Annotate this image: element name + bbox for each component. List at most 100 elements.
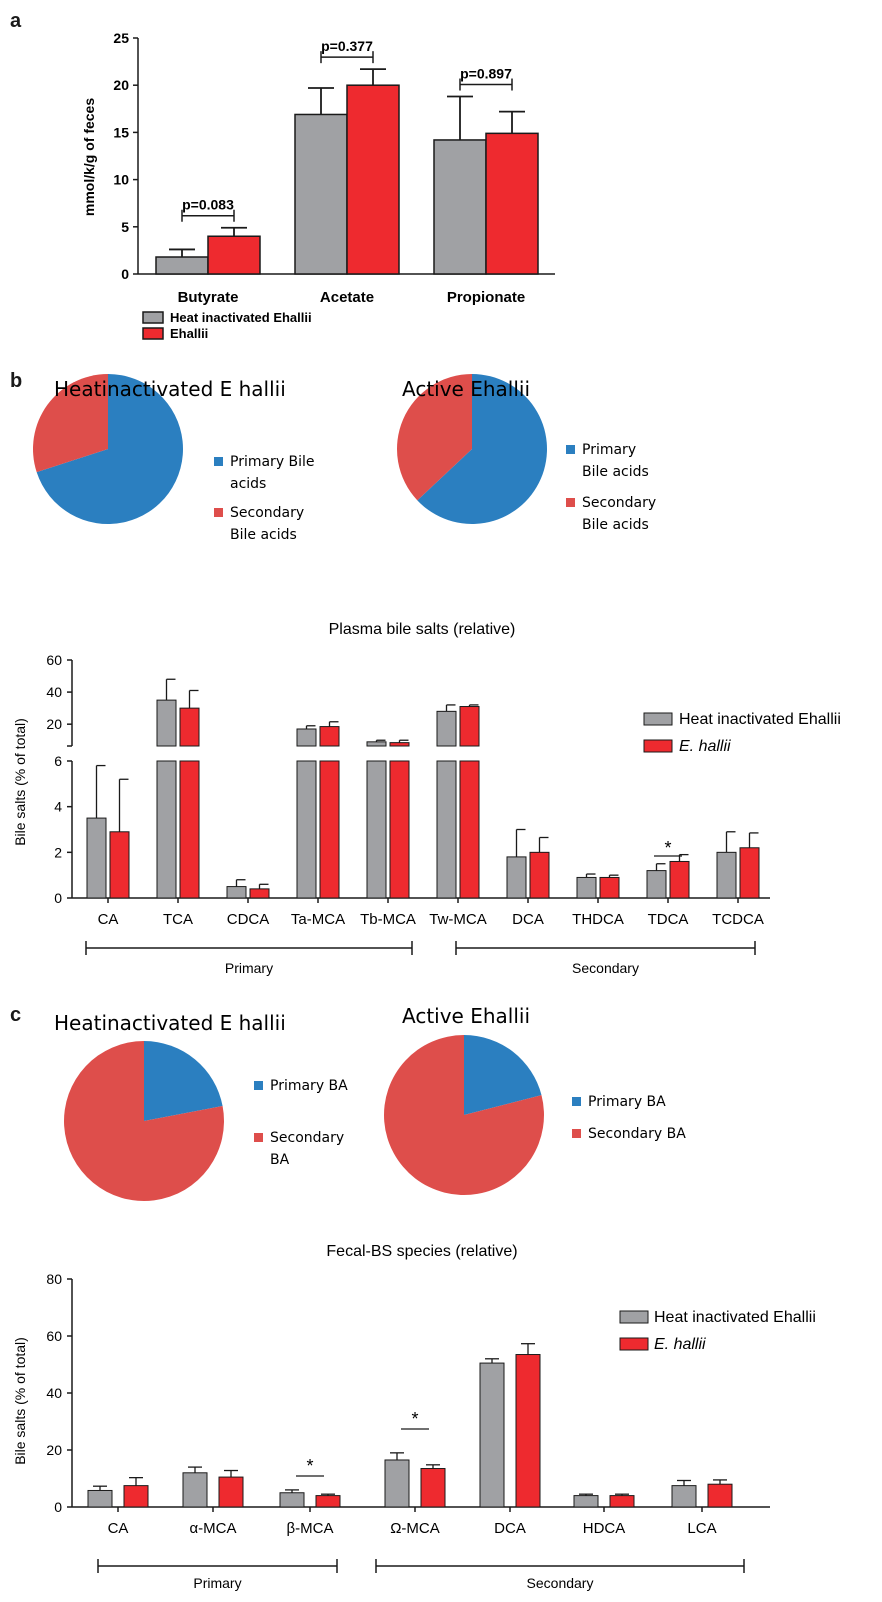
significance-marker: * [664,838,671,858]
fecal-pie-heat-title: Heatinactivated E hallii [54,1011,286,1035]
fecal-pie-heat-legend-label: Secondary [270,1130,344,1146]
p-value-label: p=0.377 [321,38,373,54]
plasma-pie-charts: Heatinactivated E hallii Primary Bile acid… [32,374,656,543]
bar [218,1476,244,1508]
plasma-pie-active-legend-swatch [566,445,575,454]
legend-swatch [643,712,673,726]
y-axis-label: Bile salts (% of total) [12,718,28,846]
bar [123,1485,149,1508]
fecal-pie-heat-slice [144,1041,223,1121]
legend-label: Ehallii [170,326,208,341]
bar [716,851,737,899]
legend-swatch [619,1337,649,1351]
y-tick-label: 20 [46,716,62,732]
y-tick-label: 25 [113,30,129,46]
x-tick-label: TDCA [648,911,689,928]
legend-swatch [643,739,673,753]
x-tick-label: Butyrate [178,289,239,306]
bar [315,1495,341,1508]
y-tick-label: 0 [54,1499,62,1515]
bar [599,876,620,899]
x-tick-label: α-MCA [190,1520,237,1537]
y-tick-label: 80 [46,1271,62,1287]
bar-upper-segment [296,728,317,747]
bar [384,1459,410,1508]
y-tick-label: 40 [46,1385,62,1401]
bar [109,831,130,899]
bar-upper-segment [389,742,410,747]
bar [87,1489,113,1508]
bar-upper-segment [436,710,457,747]
y-axis-label: Bile salts (% of total) [12,1337,28,1465]
legend-label: E. hallii [679,738,731,755]
panel-label-b: b [10,370,23,392]
fecal-pie-charts: Heatinactivated E hallii Primary BA Second… [54,1004,686,1201]
fecal-bile-salts-chart: Fecal-BS species (relative) 0 20 40 60 80 Bile… [12,1243,816,1591]
plasma-pie-heat-slice [36,374,184,524]
fecal-pie-heat-legend-swatch [254,1133,263,1142]
bar [515,1354,541,1508]
fecal-pie-active-legend-swatch [572,1129,581,1138]
plasma-pie-heat-legend-swatch [214,508,223,517]
plasma-pie-active-legend-label: Secondary [582,495,656,511]
fecal-pie-active-title: Active Ehallii [402,1004,530,1028]
x-tick-label: LCA [687,1520,716,1537]
y-tick-label: 2 [54,844,62,860]
bar [609,1495,635,1508]
panel-label-c: c [10,1004,22,1026]
plasma-pie-active-slice [397,374,472,501]
bar [155,256,209,275]
y-tick-label: 60 [46,652,62,668]
x-tick-label: TCDCA [712,911,764,928]
bar-lower-segment [389,760,410,899]
y-tick-label: 4 [54,799,62,815]
x-tick-label: Tb-MCA [360,911,416,928]
fecal-pie-active-legend-label: Primary BA [588,1094,666,1110]
bar [646,870,667,899]
bar [249,888,270,899]
bar [707,1483,733,1508]
p-value-label: p=0.897 [460,66,512,82]
x-tick-label: β-MCA [287,1520,334,1537]
plasma-pie-heat-legend-label: Secondary [230,505,304,521]
plasma-pie-heat-legend-label: acids [230,476,266,492]
y-axis-label: mmol/k/g of feces [81,98,97,216]
plasma-pie-heat-legend-swatch [214,457,223,466]
y-tick-label: 20 [113,77,129,93]
bar-lower-segment [436,760,457,899]
p-value-label: p=0.083 [182,197,234,213]
bar-upper-segment [156,699,177,747]
bar [576,876,597,899]
fecal-pie-active-legend-label: Secondary BA [588,1126,686,1142]
bar-upper-segment [366,741,387,747]
x-tick-label: Tw-MCA [429,911,487,928]
plasma-pie-heat-legend-label: Bile acids [230,527,297,543]
fecal-pie-active-slice [383,1035,544,1195]
bar [669,860,690,899]
legend-swatch [619,1310,649,1324]
bar [479,1362,505,1508]
plasma-bile-salts-chart: Plasma bile salts (relative) 0 2 4 6 20 40 60 Bi… [12,621,841,976]
bar [506,856,527,899]
bar [294,113,348,275]
bar-lower-segment [366,760,387,899]
fecal-pie-active-legend-swatch [572,1097,581,1106]
bar [433,139,487,275]
bar [279,1492,305,1508]
group-label: Primary [225,960,273,976]
panel-label-a: a [10,10,22,32]
y-tick-label: 10 [113,172,129,188]
x-tick-label: HDCA [583,1520,626,1537]
fecal-pie-active-slice [464,1035,542,1115]
bar [86,817,107,899]
plasma-pie-active-title: Active Ehallii [402,377,530,401]
y-tick-label: 0 [121,266,129,282]
plasma-pie-active-legend-label: Bile acids [582,517,649,533]
y-tick-label: 5 [121,219,129,235]
y-tick-label: 0 [54,890,62,906]
plasma-pie-heat-legend-label: Primary Bile [230,454,315,470]
x-tick-label: DCA [512,911,544,928]
legend-label: Heat inactivated Ehallii [679,711,841,728]
legend-label: Heat inactivated Ehallii [654,1309,816,1326]
y-tick-label: 40 [46,684,62,700]
